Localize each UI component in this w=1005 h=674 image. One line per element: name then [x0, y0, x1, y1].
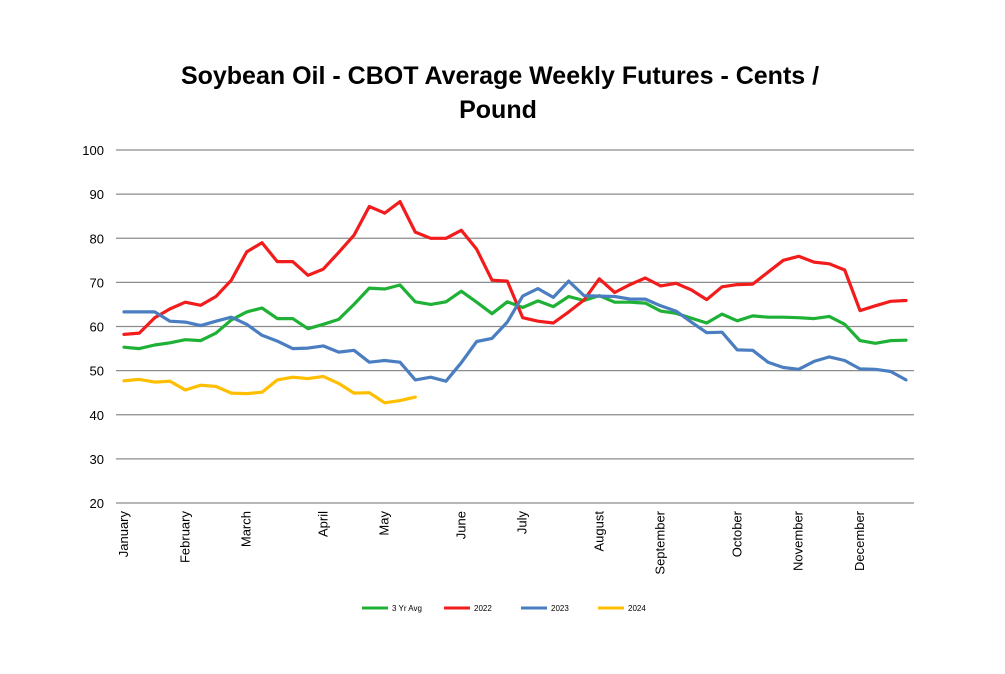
gridlines: [116, 149, 914, 504]
y-axis-ticks: 20 30 40 50 60 70 80 90 100: [82, 143, 104, 511]
series-lines: [122, 200, 908, 405]
y-tick-label: 40: [90, 408, 104, 423]
y-tick-label: 90: [90, 187, 104, 202]
legend-label: 2023: [551, 604, 569, 613]
y-tick-label: 20: [90, 496, 104, 511]
x-tick-label: January: [116, 511, 131, 558]
chart-title-line-1: Soybean Oil - CBOT Average Weekly Future…: [181, 62, 819, 90]
series-line-2023: [122, 279, 908, 383]
x-tick-label: December: [852, 510, 867, 571]
x-tick-label: February: [177, 511, 192, 564]
legend-label: 2022: [474, 604, 492, 613]
x-tick-label: April: [315, 511, 330, 537]
y-tick-label: 30: [90, 452, 104, 467]
y-tick-label: 60: [90, 320, 104, 335]
series-line-2024: [122, 374, 417, 405]
x-tick-label: July: [515, 511, 530, 535]
legend-label: 3 Yr Avg: [392, 604, 422, 613]
legend-label: 2024: [628, 604, 646, 613]
y-tick-label: 100: [82, 143, 104, 158]
x-tick-label: September: [653, 510, 668, 574]
x-tick-label: June: [453, 511, 468, 539]
x-tick-label: August: [591, 511, 606, 552]
x-tick-label: May: [377, 511, 392, 536]
chart-title-line-2: Pound: [459, 96, 537, 124]
y-tick-label: 70: [90, 275, 104, 290]
y-tick-label: 80: [90, 231, 104, 246]
x-axis-ticks: January February March April May June July Augu…: [116, 510, 867, 574]
legend: 3 Yr Avg 2022 2023 2024: [362, 604, 646, 613]
x-tick-label: November: [791, 510, 806, 571]
series-line-3-yr-avg: [122, 283, 908, 351]
y-tick-label: 50: [90, 364, 104, 379]
x-tick-label: March: [239, 511, 254, 547]
series-line-2022: [122, 200, 908, 336]
x-tick-label: October: [729, 510, 744, 557]
